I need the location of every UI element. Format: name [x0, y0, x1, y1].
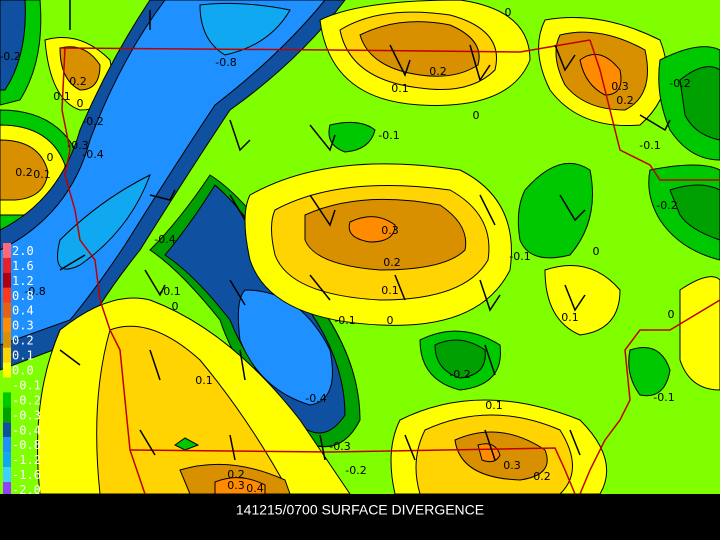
contour-label: 0.1	[485, 399, 503, 412]
contour-labels: -0.20.20.10-0.2-0.3-0.400.10.2-0.80.20.1…	[0, 6, 691, 495]
contour-label: 0.2	[533, 470, 551, 483]
contour-label: 0.3	[227, 479, 245, 492]
legend-label: -0.1	[12, 378, 41, 392]
legend-label: -2.0	[12, 483, 41, 497]
legend-swatch	[3, 257, 11, 273]
caption-bar	[0, 494, 720, 540]
contour-label: 0.2	[616, 94, 634, 107]
legend-label: -1.2	[12, 453, 41, 467]
contour-label: 0.1	[391, 82, 409, 95]
legend: 2.01.61.20.80.40.30.20.10.0-0.1-0.2-0.3-…	[3, 243, 41, 497]
contour-label: 0	[668, 308, 675, 321]
legend-swatch	[3, 302, 11, 318]
contour-label: -0.2	[345, 464, 366, 477]
legend-label: -0.4	[12, 423, 41, 437]
contour-label: -0.2	[0, 50, 21, 63]
contour-label: -0.4	[154, 233, 175, 246]
contour-label: -0.4	[82, 148, 103, 161]
contour-label: -0.1	[378, 129, 399, 142]
contour-label: -0.3	[329, 440, 350, 453]
contour-label: 0	[473, 109, 480, 122]
contour-label: 0.2	[15, 166, 33, 179]
contour-label: 0.4	[246, 482, 264, 495]
wind-barbs	[59, 0, 671, 461]
legend-swatch	[3, 347, 11, 363]
legend-swatch	[3, 362, 11, 378]
legend-label: -1.6	[12, 468, 41, 482]
contour-label: -0.1	[509, 250, 530, 263]
legend-swatch	[3, 392, 11, 408]
legend-label: 1.6	[12, 259, 34, 273]
legend-swatch	[3, 482, 11, 497]
contour-label: 0	[77, 97, 84, 110]
legend-swatch	[3, 407, 11, 423]
contour-label: -0.8	[215, 56, 236, 69]
legend-label: -0.2	[12, 393, 41, 407]
contour-label: -0.2	[656, 199, 677, 212]
contour-label: -0.4	[305, 392, 326, 405]
contour-label: 0.1	[53, 90, 71, 103]
contour-label: -0.1	[653, 391, 674, 404]
contour-label: 0.2	[69, 75, 87, 88]
contour-label: 0	[387, 314, 394, 327]
contour-label: 0	[505, 6, 512, 19]
contour-label: 0.2	[383, 256, 401, 269]
contour-label: -0.2	[669, 77, 690, 90]
legend-swatch	[3, 243, 11, 258]
contour-label: 0	[172, 300, 179, 313]
legend-label: -0.8	[12, 438, 41, 452]
legend-label: 0.0	[12, 364, 34, 378]
contour-label: 0	[593, 245, 600, 258]
contour-label: -0.8	[24, 285, 45, 298]
contour-label: 0.1	[381, 284, 399, 297]
legend-label: 0.8	[12, 289, 34, 303]
legend-swatch	[3, 377, 11, 393]
contour-label: 0.1	[195, 374, 213, 387]
legend-swatch	[3, 437, 11, 453]
contour-label: 0.2	[429, 65, 447, 78]
legend-label: -0.3	[12, 408, 41, 422]
contour-label: -0.2	[449, 368, 470, 381]
contour-label: 0.2	[227, 468, 245, 481]
contour-label: 0.1	[561, 311, 579, 324]
legend-label: 1.2	[12, 274, 34, 288]
contour-label: -0.3	[67, 139, 88, 152]
contour-label: 0.1	[33, 168, 51, 181]
legend-swatch	[3, 422, 11, 438]
legend-swatch	[3, 287, 11, 303]
contour-label: -0.2	[82, 115, 103, 128]
contour-label: -0.1	[334, 314, 355, 327]
legend-swatch	[3, 317, 11, 333]
legend-label: 0.4	[12, 304, 34, 318]
legend-label: 2.0	[12, 244, 34, 258]
legend-label: 0.3	[12, 319, 34, 333]
contour-label: -0.1	[159, 285, 180, 298]
contour-label: 0.3	[611, 80, 629, 93]
legend-swatch	[3, 272, 11, 288]
caption: 141215/0700 SURFACE DIVERGENCE	[236, 502, 484, 518]
contour-fills	[0, 0, 720, 495]
contour-label: -0.1	[639, 139, 660, 152]
legend-swatch	[3, 452, 11, 468]
legend-label: 0.1	[12, 349, 34, 363]
legend-label: 0.2	[12, 334, 34, 348]
contour-label: 0.3	[503, 459, 521, 472]
legend-swatch	[3, 467, 11, 483]
contour-label: 0.3	[381, 224, 399, 237]
contour-label: 0	[47, 151, 54, 164]
legend-swatch	[3, 332, 11, 348]
